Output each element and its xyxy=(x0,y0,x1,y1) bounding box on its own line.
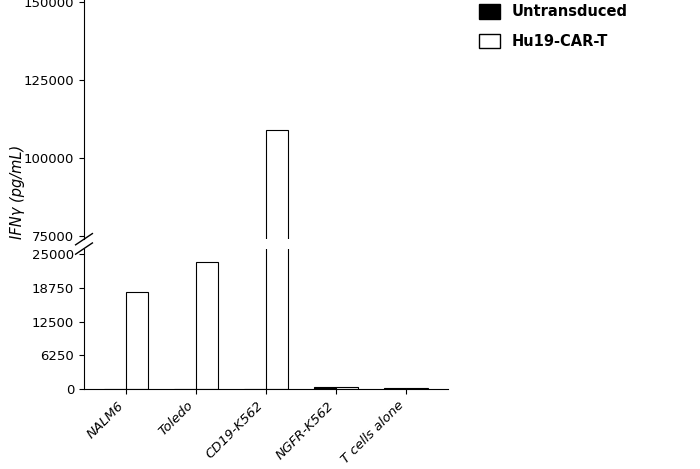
Bar xyxy=(196,262,218,389)
Bar xyxy=(336,387,358,389)
Bar xyxy=(314,387,336,389)
Bar xyxy=(266,0,288,389)
Bar xyxy=(126,414,148,469)
Bar xyxy=(126,292,148,389)
Bar xyxy=(384,388,406,389)
Bar xyxy=(406,388,428,389)
Text: IFNγ (pg/mL): IFNγ (pg/mL) xyxy=(10,145,25,239)
Bar xyxy=(196,397,218,469)
Legend: Untransduced, Hu19-CAR-T: Untransduced, Hu19-CAR-T xyxy=(473,0,634,55)
Bar xyxy=(266,130,288,469)
